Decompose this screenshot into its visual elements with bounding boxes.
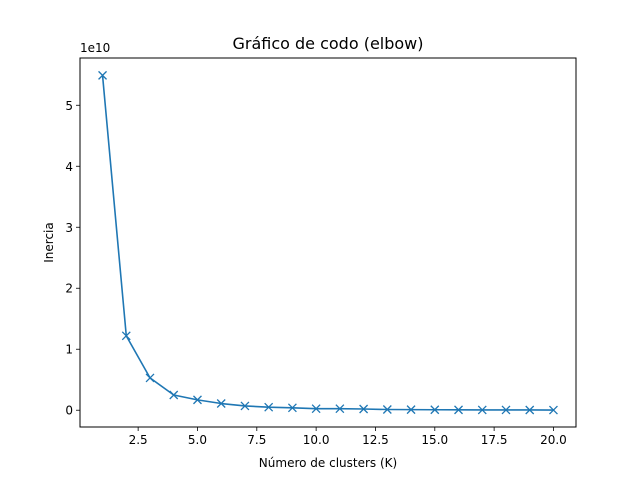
- series-line: [101, 75, 554, 411]
- y-tick-label: 1: [65, 343, 73, 357]
- plot-frame: [79, 57, 577, 428]
- y-tick-label: 4: [65, 160, 73, 174]
- data-point-marker: [121, 331, 131, 341]
- y-axis-offset-label: 1e10: [80, 41, 110, 55]
- data-point-marker: [525, 405, 535, 415]
- x-tick-label: 5.0: [188, 433, 207, 447]
- data-point-marker: [501, 405, 511, 415]
- chart-title: Gráfico de codo (elbow): [232, 34, 423, 53]
- data-point-marker: [145, 373, 155, 383]
- data-point-marker: [287, 403, 297, 413]
- data-point-marker: [359, 404, 369, 414]
- data-point-marker: [98, 70, 108, 80]
- data-point-marker: [335, 404, 345, 414]
- y-tick-label: 5: [65, 99, 73, 113]
- y-tick-label: 2: [65, 282, 73, 296]
- x-tick-label: 10.0: [303, 433, 330, 447]
- data-point-marker: [264, 402, 274, 412]
- data-point-marker: [430, 405, 440, 415]
- data-point-marker: [216, 399, 226, 408]
- data-point-marker: [169, 390, 179, 400]
- data-point-marker: [477, 405, 487, 415]
- data-point-marker: [193, 395, 202, 405]
- x-tick-label: 2.5: [129, 433, 148, 447]
- x-tick-label: 15.0: [421, 433, 448, 447]
- data-point-marker: [382, 405, 392, 414]
- x-axis-ticks: 2.5 5.0 7.5 10.0 12.5 15.0 17.5 20.0: [129, 427, 567, 447]
- x-tick-label: 17.5: [481, 433, 508, 447]
- data-point-marker: [240, 401, 250, 411]
- series-group: [98, 70, 558, 415]
- data-point-marker: [454, 405, 463, 415]
- y-axis-ticks: 0 1 2 3 4 5: [65, 99, 80, 418]
- x-tick-label: 7.5: [247, 433, 266, 447]
- data-point-marker: [548, 405, 558, 415]
- y-tick-label: 3: [65, 221, 73, 235]
- x-tick-label: 20.0: [540, 433, 567, 447]
- x-axis-label: Número de clusters (K): [259, 456, 397, 470]
- y-axis-label: Inercia: [42, 222, 56, 262]
- y-tick-label: 0: [65, 404, 73, 418]
- data-point-marker: [311, 404, 321, 414]
- x-tick-label: 12.5: [362, 433, 389, 447]
- data-point-marker: [406, 405, 416, 415]
